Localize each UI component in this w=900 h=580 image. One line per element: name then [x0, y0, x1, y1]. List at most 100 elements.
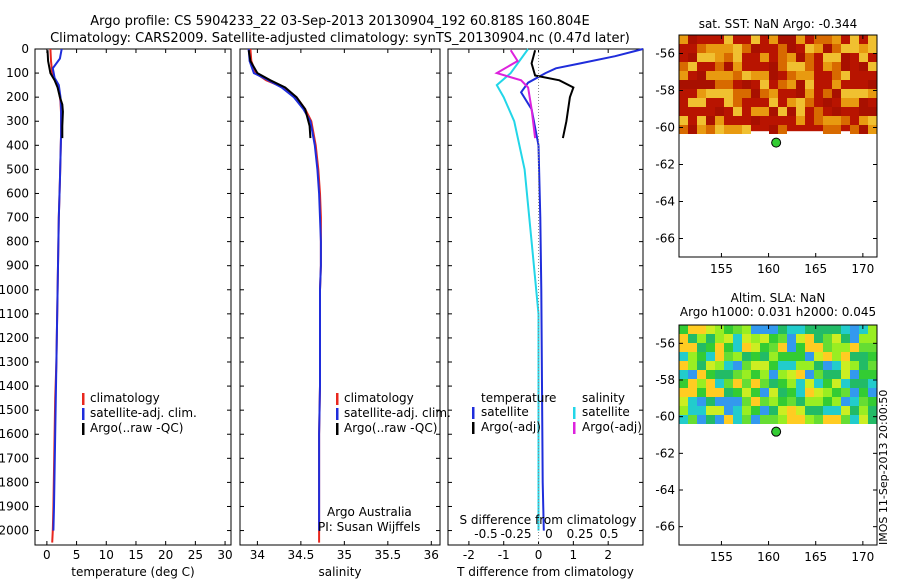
field-cell [868, 44, 877, 53]
field-cell [778, 361, 787, 370]
field-cell [715, 80, 724, 89]
field-cell [841, 89, 850, 98]
field-cell [697, 89, 706, 98]
field-cell [841, 370, 850, 379]
salinity-profile-xlabel: salinity [318, 565, 361, 579]
field-cell [688, 388, 697, 397]
field-cell [787, 62, 796, 71]
field-cell [742, 44, 751, 53]
legend-swatch [573, 407, 576, 419]
top-tick-label: -0.5 [474, 527, 497, 541]
field-cell [832, 415, 841, 424]
field-cell [733, 325, 742, 334]
field-cell [769, 370, 778, 379]
field-cell [751, 35, 760, 44]
field-cell [805, 415, 814, 424]
field-cell [796, 379, 805, 388]
field-cell [706, 370, 715, 379]
field-cell [787, 107, 796, 116]
sla-map-field [679, 325, 877, 424]
field-cell [787, 361, 796, 370]
lat-tick-label: -66 [655, 520, 675, 534]
field-cell [742, 352, 751, 361]
sst-map-title: sat. SST: NaN Argo: -0.344 [699, 17, 858, 31]
field-cell [742, 71, 751, 80]
field-cell [760, 89, 769, 98]
field-cell [715, 53, 724, 62]
field-cell [814, 343, 823, 352]
field-cell [751, 352, 760, 361]
lat-tick-label: -58 [655, 84, 675, 98]
lat-tick-label: -58 [655, 373, 675, 387]
field-cell [679, 116, 688, 125]
field-cell [823, 397, 832, 406]
field-cell [787, 343, 796, 352]
field-cell [859, 415, 868, 424]
field-cell [868, 388, 877, 397]
field-cell [787, 71, 796, 80]
field-cell [715, 107, 724, 116]
legend-label: Argo(-adj) [481, 420, 541, 434]
lat-tick-label: -62 [655, 446, 675, 460]
field-cell [778, 325, 787, 334]
field-cell [832, 397, 841, 406]
lon-tick-label: 160 [757, 262, 780, 276]
field-cell [787, 98, 796, 107]
field-cell [724, 388, 733, 397]
field-cell [868, 116, 877, 125]
legend-swatch [82, 408, 85, 420]
field-cell [760, 352, 769, 361]
field-cell [805, 80, 814, 89]
field-cell [859, 89, 868, 98]
field-cell [805, 53, 814, 62]
field-cell [751, 370, 760, 379]
field-cell [697, 80, 706, 89]
field-cell [724, 53, 733, 62]
temperature-profile-xlabel: temperature (deg C) [71, 565, 194, 579]
field-cell [841, 62, 850, 71]
field-cell [706, 361, 715, 370]
field-cell [850, 361, 859, 370]
field-cell [733, 44, 742, 53]
field-cell [832, 352, 841, 361]
series-argo-adj- [530, 49, 575, 139]
lat-tick-label: -60 [655, 410, 675, 424]
field-cell [796, 415, 805, 424]
field-cell [823, 343, 832, 352]
field-cell [751, 415, 760, 424]
depth-tick-label: 400 [6, 138, 29, 152]
lon-tick-label: 155 [710, 262, 733, 276]
field-cell [778, 53, 787, 62]
field-cell [706, 352, 715, 361]
field-cell [679, 125, 688, 134]
field-cell [688, 406, 697, 415]
field-cell [715, 125, 724, 134]
field-cell [751, 388, 760, 397]
depth-tick-label: 1800 [0, 475, 29, 489]
field-cell [823, 35, 832, 44]
field-cell [742, 343, 751, 352]
field-cell [688, 35, 697, 44]
field-cell [751, 361, 760, 370]
field-cell [769, 406, 778, 415]
field-cell [787, 352, 796, 361]
sst-map-panel: -56 -58 -60 -62 -64 -66 155 160 165 170 sat. SST: … [655, 17, 878, 276]
field-cell [706, 80, 715, 89]
field-cell [805, 352, 814, 361]
field-cell [832, 89, 841, 98]
depth-tick-label: 0 [21, 42, 29, 56]
field-cell [787, 397, 796, 406]
field-cell [733, 397, 742, 406]
field-cell [751, 406, 760, 415]
field-cell [742, 379, 751, 388]
field-cell [742, 388, 751, 397]
field-cell [679, 80, 688, 89]
legend-label: satellite [481, 405, 529, 419]
legend-label: climatology [90, 391, 160, 405]
field-cell [697, 415, 706, 424]
field-cell [823, 352, 832, 361]
field-cell [841, 116, 850, 125]
sla-map-frame [678, 324, 878, 546]
field-cell [760, 379, 769, 388]
field-cell [868, 397, 877, 406]
